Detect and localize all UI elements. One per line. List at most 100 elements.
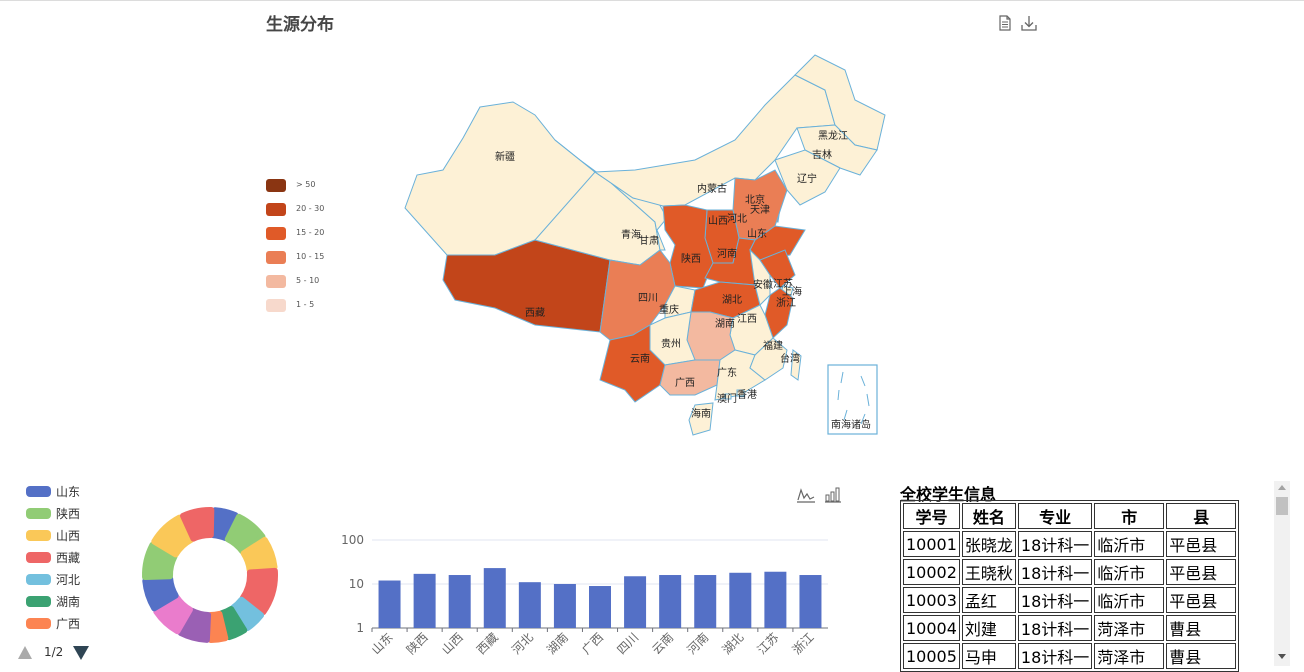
province-region[interactable] bbox=[790, 349, 802, 381]
pager-next-icon[interactable] bbox=[73, 646, 89, 660]
table-cell: 平邑县 bbox=[1166, 587, 1237, 613]
bar[interactable] bbox=[448, 575, 471, 628]
pie-legend-item[interactable]: 山西 bbox=[26, 526, 116, 544]
scroll-thumb[interactable] bbox=[1276, 497, 1288, 515]
x-tick-label: 浙江 bbox=[790, 630, 817, 657]
province-label: 上海 bbox=[782, 285, 802, 298]
province-label: 山东 bbox=[747, 227, 767, 240]
bar-chart: 1 10 100 山东 陕西 山西 西藏 河北 湖南 广西 四川 云南 河南 湖北 江苏 浙江 bbox=[341, 487, 841, 658]
line-chart-icon[interactable] bbox=[797, 488, 815, 503]
pie-slice[interactable] bbox=[142, 541, 178, 581]
table-header-row: 学号 姓名 专业市县 bbox=[903, 503, 1237, 529]
bar[interactable] bbox=[764, 571, 787, 628]
top-divider bbox=[0, 0, 1304, 1]
table-scrollbar[interactable] bbox=[1274, 481, 1290, 666]
pie-slice[interactable] bbox=[180, 507, 215, 542]
province-region[interactable] bbox=[442, 239, 611, 333]
pie-legend-item[interactable]: 湖南 bbox=[26, 592, 116, 610]
province-label: 黑龙江 bbox=[818, 129, 848, 142]
province-label: 广西 bbox=[675, 377, 695, 389]
visual-map-label: 20 - 30 bbox=[296, 204, 325, 213]
pie-legend-item[interactable]: 广西 bbox=[26, 614, 116, 632]
bar[interactable] bbox=[729, 572, 752, 628]
pie-slice[interactable] bbox=[142, 575, 179, 612]
bar[interactable] bbox=[483, 568, 506, 628]
x-tick-label: 河南 bbox=[684, 630, 712, 658]
x-tick-label: 云南 bbox=[649, 630, 677, 658]
table-cell: 平邑县 bbox=[1166, 559, 1237, 585]
table-header-cell: 专业 bbox=[1017, 503, 1093, 529]
pie-legend-item[interactable]: 陕西 bbox=[26, 504, 116, 522]
table-cell: 18计科一 bbox=[1017, 643, 1093, 669]
province-label: 云南 bbox=[630, 352, 650, 365]
bar[interactable] bbox=[694, 575, 717, 628]
bar[interactable] bbox=[589, 586, 611, 628]
pie-slice[interactable] bbox=[153, 594, 193, 635]
pager-text: 1/2 bbox=[44, 645, 64, 659]
bar[interactable] bbox=[659, 575, 682, 628]
pie-slice[interactable] bbox=[151, 514, 195, 558]
table-cell: 马申 bbox=[961, 643, 1016, 669]
visual-map-label: 15 - 20 bbox=[296, 228, 325, 237]
bar[interactable] bbox=[624, 576, 647, 628]
pie-legend-swatch bbox=[26, 596, 51, 607]
province-label: 湖北 bbox=[722, 294, 742, 306]
bar[interactable] bbox=[518, 582, 541, 628]
province-region[interactable] bbox=[794, 54, 886, 151]
bar[interactable] bbox=[378, 580, 401, 628]
province-label: 台湾 bbox=[780, 352, 800, 365]
pie-slice[interactable] bbox=[239, 567, 278, 616]
bar[interactable] bbox=[413, 573, 436, 628]
save-image-icon[interactable] bbox=[1020, 14, 1038, 32]
pie-legend-swatch bbox=[26, 530, 51, 541]
south-china-sea-inset: 南海诸岛 bbox=[827, 364, 878, 435]
pie-slice[interactable] bbox=[224, 513, 266, 555]
pie-slice[interactable] bbox=[207, 610, 229, 643]
data-view-icon[interactable] bbox=[996, 14, 1014, 32]
table-cell: 临沂市 bbox=[1094, 531, 1165, 557]
visual-map-item[interactable]: 10 - 15 bbox=[266, 250, 396, 266]
province-label: 安徽 bbox=[753, 278, 773, 291]
province-region[interactable] bbox=[724, 393, 732, 400]
bar-chart-icon[interactable] bbox=[825, 487, 841, 503]
province-label: 辽宁 bbox=[797, 172, 817, 185]
pie-slice[interactable] bbox=[177, 607, 212, 643]
table-row: 10001 张晓龙 18计科一 临沂市 平邑县 bbox=[903, 531, 1237, 557]
visual-map-item[interactable]: 1 - 5 bbox=[266, 298, 396, 314]
x-tick-label: 四川 bbox=[614, 630, 641, 657]
province-label: 内蒙古 bbox=[697, 182, 727, 195]
visual-map-item[interactable]: 5 - 10 bbox=[266, 274, 396, 290]
pie-legend-item[interactable]: 西藏 bbox=[26, 548, 116, 566]
pie-legend-item[interactable]: 河北 bbox=[26, 570, 116, 588]
province-region[interactable] bbox=[736, 389, 745, 397]
pie-legend-swatch bbox=[26, 618, 51, 629]
table-row: 10002 王晓秋 18计科一 临沂市 平邑县 bbox=[903, 559, 1237, 585]
bar[interactable] bbox=[553, 584, 576, 628]
scroll-down-icon[interactable] bbox=[1278, 654, 1286, 659]
province-label: 重庆 bbox=[659, 303, 679, 316]
pie-legend-label: 陕西 bbox=[56, 507, 81, 521]
x-tick-label: 西藏 bbox=[474, 630, 501, 657]
pager-prev-icon[interactable] bbox=[18, 646, 32, 659]
pie-legend-swatch bbox=[26, 552, 51, 563]
table-cell: 张晓龙 bbox=[961, 531, 1016, 557]
x-tick-label: 湖北 bbox=[719, 630, 747, 658]
table-cell: 18计科一 bbox=[1017, 531, 1093, 557]
province-label: 山西 bbox=[708, 215, 728, 227]
visual-map-item[interactable]: 20 - 30 bbox=[266, 202, 396, 218]
scroll-up-icon[interactable] bbox=[1278, 485, 1286, 490]
table-row: 10005 马申 18计科一 菏泽市 曹县 bbox=[903, 643, 1237, 669]
province-label: 新疆 bbox=[495, 150, 515, 163]
pie-legend-item[interactable]: 山东 bbox=[26, 482, 116, 500]
bar[interactable] bbox=[799, 575, 822, 628]
visual-map-swatch bbox=[266, 179, 286, 192]
pie-legend-label: 湖南 bbox=[56, 595, 81, 609]
province-region[interactable] bbox=[749, 337, 788, 381]
province-region[interactable] bbox=[688, 402, 714, 436]
province-region[interactable] bbox=[759, 249, 796, 289]
visual-map-item[interactable]: > 50 bbox=[266, 178, 396, 194]
pie-slice[interactable] bbox=[240, 536, 278, 574]
table-row: 10003 孟红 18计科一 临沂市 平邑县 bbox=[903, 587, 1237, 613]
visual-map-item[interactable]: 15 - 20 bbox=[266, 226, 396, 242]
